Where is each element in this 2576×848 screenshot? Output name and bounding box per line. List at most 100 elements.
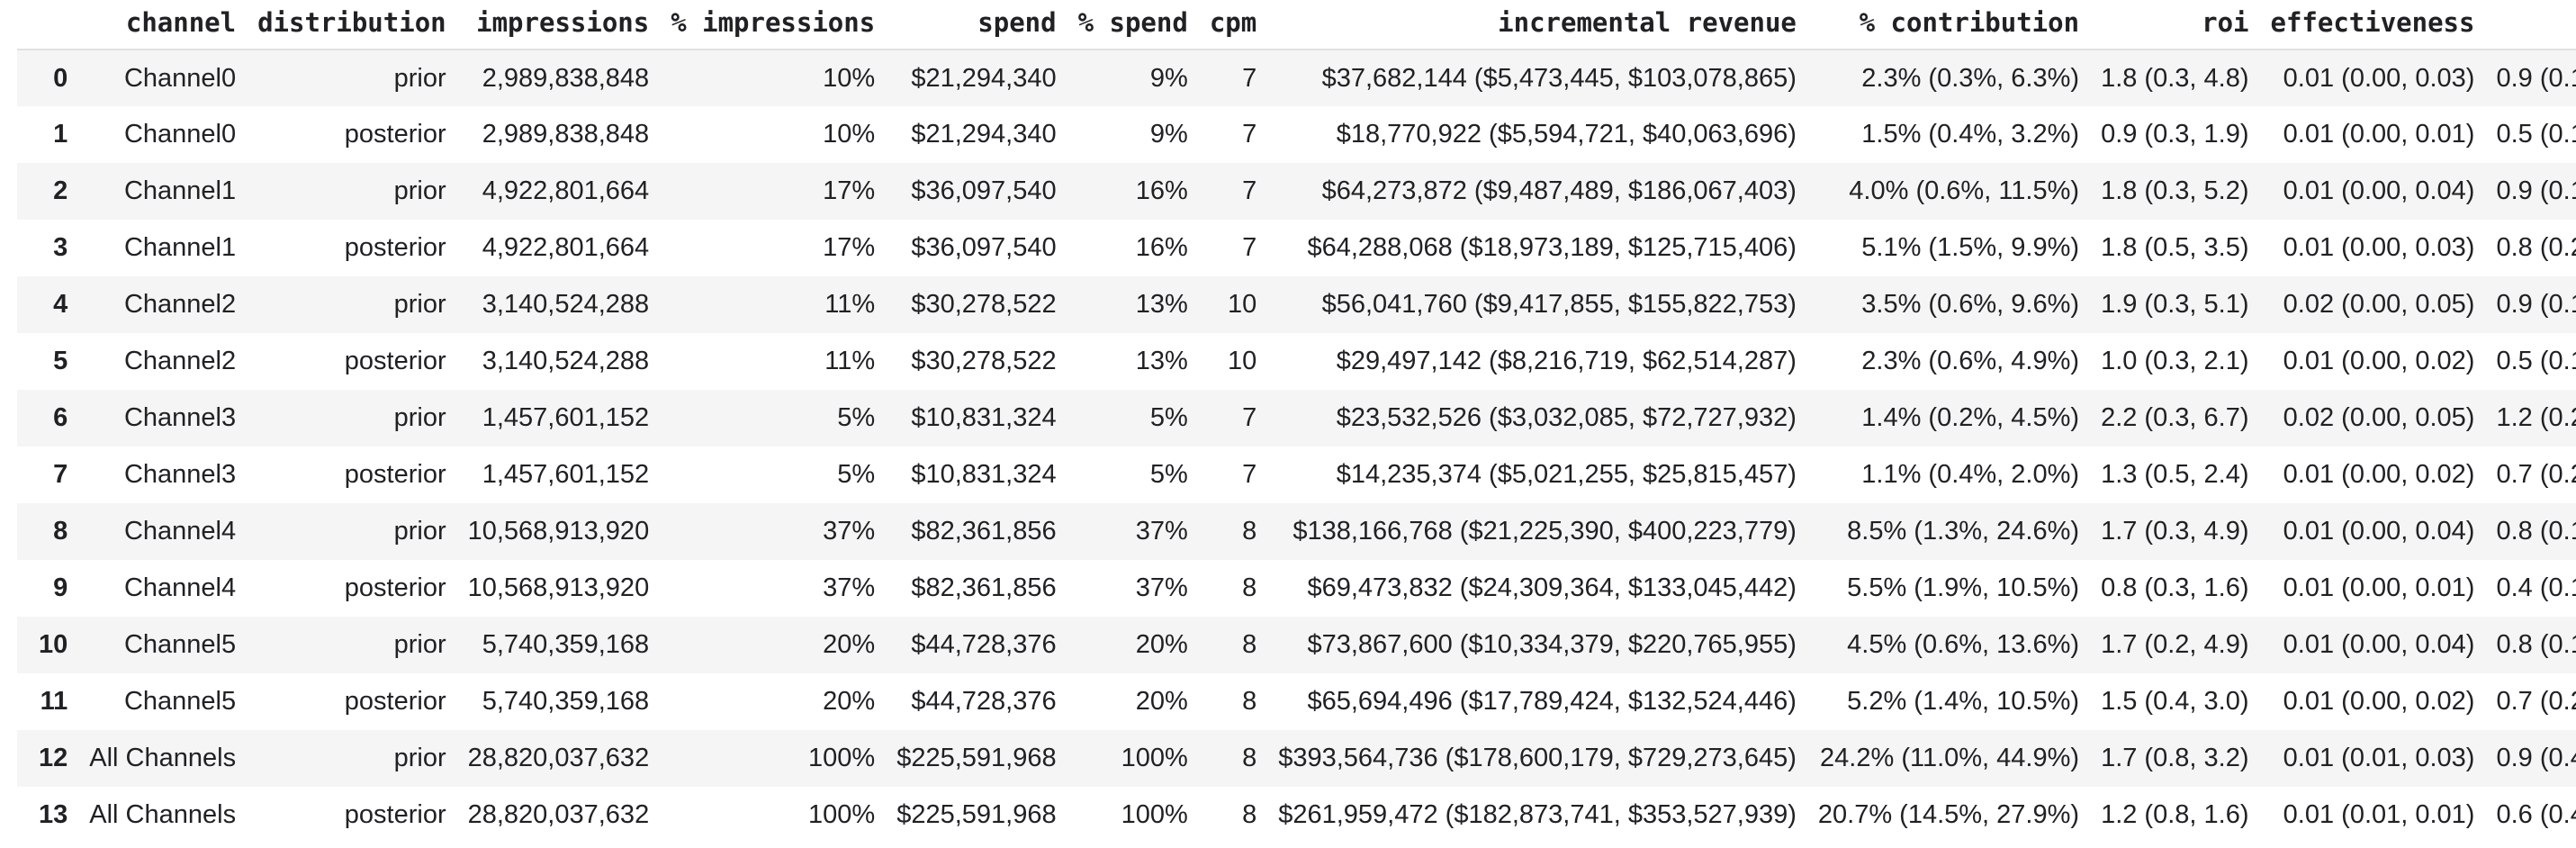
cell-distribution: posterior [344,687,446,716]
cell-cpm: 8 [1242,517,1257,546]
cell-distribution: prior [393,517,446,546]
cell-pct-contribution: 5.1% (1.5%, 9.9%) [1861,233,2080,262]
cell-mroi: 0.8 (0.1, 2.6) [2496,630,2576,659]
cell-channel: Channel3 [123,460,237,489]
column-header-incremental_revenue: incremental revenue [1256,0,1797,50]
cell-pct-contribution: 8.5% (1.3%, 24.6%) [1847,517,2080,546]
cell-impressions: 4,922,801,664 [482,176,650,205]
cell-pct-contribution: 4.5% (0.6%, 13.6%) [1847,630,2080,659]
cell-distribution: posterior [344,573,446,602]
cell-cpm: 7 [1242,63,1257,93]
cell-pct-impressions: 37% [823,573,876,602]
cell-channel: Channel5 [123,687,237,716]
cell-effectiveness: 0.02 (0.00, 0.05) [2283,290,2475,319]
cell-spend: $36,097,540 [911,176,1057,205]
cell-effectiveness: 0.01 (0.01, 0.03) [2283,744,2475,772]
cell-distribution: posterior [344,460,446,489]
cell-index: 10 [39,630,68,659]
cell-impressions: 10,568,913,920 [467,517,650,546]
column-header-pct_contribution: % contribution [1796,0,2080,50]
cell-pct-impressions: 17% [823,176,876,205]
cell-mroi: 0.8 (0.1, 2.4) [2496,517,2576,546]
cell-pct-impressions: 20% [823,687,876,716]
cell-pct-spend: 100% [1121,744,1188,772]
cell-cpm: 8 [1242,800,1257,829]
cell-spend: $21,294,340 [911,63,1057,93]
cell-pct-spend: 37% [1135,517,1188,546]
table-header-row: channel distribution impressions% impressi… [17,0,2576,50]
cell-pct-contribution: 2.3% (0.6%, 4.9%) [1861,347,2080,375]
cell-cpm: 7 [1242,233,1257,262]
cell-pct-spend: 20% [1135,630,1188,659]
cell-distribution: posterior [344,120,446,149]
cell-effectiveness: 0.01 (0.00, 0.04) [2283,630,2475,659]
cell-distribution: posterior [344,347,446,375]
cell-channel: Channel3 [123,403,237,432]
table-row: 5 Channel2 posterior 3,140,524,288 11% $… [17,333,2576,390]
cell-roi: 0.8 (0.3, 1.6) [2101,573,2249,602]
cell-impressions: 3,140,524,288 [482,290,650,319]
cell-incremental-revenue: $69,473,832 ($24,309,364, $133,045,442) [1307,573,1797,602]
column-header-channel: channel [68,0,237,50]
cell-pct-impressions: 37% [823,517,876,546]
cell-spend: $225,591,968 [896,800,1057,829]
cell-index: 11 [40,687,68,716]
cell-roi: 1.7 (0.8, 3.2) [2101,744,2249,772]
cell-effectiveness: 0.01 (0.00, 0.02) [2283,460,2475,489]
cell-incremental-revenue: $18,770,922 ($5,594,721, $40,063,696) [1336,120,1797,149]
cell-index: 7 [53,460,68,489]
column-header-pct_impressions: % impressions [649,0,876,50]
cell-incremental-revenue: $64,288,068 ($18,973,189, $125,715,406) [1307,233,1797,262]
cell-pct-contribution: 4.0% (0.6%, 11.5%) [1849,176,2080,205]
cell-pct-contribution: 1.5% (0.4%, 3.2%) [1861,120,2080,149]
column-header-mroi: mroi [2474,0,2576,50]
cell-impressions: 5,740,359,168 [482,630,650,659]
cell-spend: $82,361,856 [911,517,1057,546]
cell-impressions: 3,140,524,288 [482,347,650,375]
cell-pct-impressions: 10% [823,63,876,93]
table-row: 11 Channel5 posterior 5,740,359,168 20% … [17,673,2576,730]
cell-index: 2 [53,176,68,205]
cell-effectiveness: 0.01 (0.00, 0.02) [2283,687,2475,716]
cell-mroi: 0.9 (0.1, 2.7) [2496,176,2576,205]
column-header-spend: spend [875,0,1057,50]
cell-pct-contribution: 24.2% (11.0%, 44.9%) [1820,744,2080,772]
cell-incremental-revenue: $393,564,736 ($178,600,179, $729,273,645… [1278,744,1797,772]
cell-pct-spend: 20% [1135,687,1188,716]
cell-mroi: 0.5 (0.1, 1.1) [2496,120,2576,149]
cell-pct-spend: 5% [1149,403,1188,432]
cell-pct-contribution: 1.1% (0.4%, 2.0%) [1861,460,2080,489]
cell-pct-spend: 16% [1135,176,1188,205]
cell-channel: Channel2 [123,290,237,319]
cell-cpm: 8 [1242,573,1257,602]
cell-effectiveness: 0.02 (0.00, 0.05) [2283,403,2475,432]
cell-roi: 1.3 (0.5, 2.4) [2101,460,2249,489]
cell-pct-impressions: 20% [823,630,876,659]
cell-spend: $36,097,540 [911,233,1057,262]
cell-impressions: 28,820,037,632 [467,800,650,829]
cell-channel: Channel4 [123,517,237,546]
cell-cpm: 10 [1227,290,1257,319]
cell-index: 1 [53,120,68,149]
cell-pct-contribution: 2.3% (0.3%, 6.3%) [1861,63,2080,93]
cell-index: 13 [39,800,68,829]
cell-index: 6 [53,403,68,432]
cell-pct-impressions: 5% [837,460,876,489]
cell-impressions: 4,922,801,664 [482,233,650,262]
column-header-pct_spend: % spend [1056,0,1188,50]
cell-roi: 1.0 (0.3, 2.1) [2101,347,2249,375]
cell-roi: 1.9 (0.3, 5.1) [2101,290,2249,319]
cell-index: 8 [53,517,68,546]
column-header-roi: roi [2079,0,2249,50]
table-row: 9 Channel4 posterior 10,568,913,920 37% … [17,560,2576,617]
cell-channel: Channel4 [123,573,237,602]
cell-roi: 0.9 (0.3, 1.9) [2101,120,2249,149]
cell-incremental-revenue: $73,867,600 ($10,334,379, $220,765,955) [1307,630,1797,659]
cell-roi: 1.5 (0.4, 3.0) [2101,687,2249,716]
cell-roi: 1.8 (0.3, 4.8) [2101,63,2249,93]
cell-spend: $10,831,324 [911,460,1057,489]
cell-pct-contribution: 1.4% (0.2%, 4.5%) [1861,403,2080,432]
cell-spend: $21,294,340 [911,120,1057,149]
cell-mroi: 0.7 (0.2, 1.4) [2496,460,2576,489]
cell-pct-impressions: 100% [808,800,876,829]
